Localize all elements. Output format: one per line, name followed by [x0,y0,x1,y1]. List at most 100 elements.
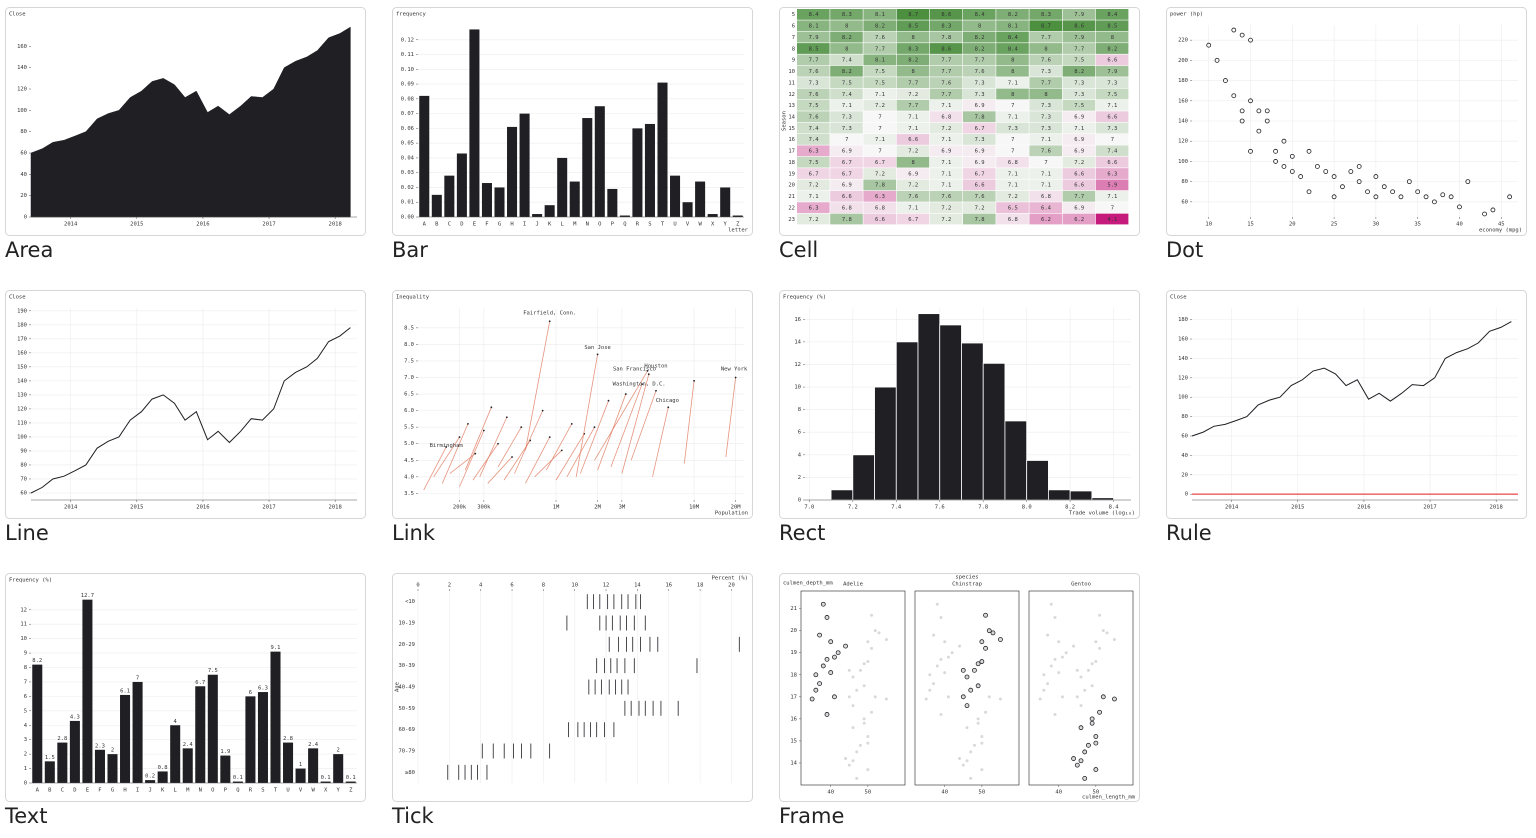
y-axis-label: Age [395,682,401,692]
y-tick-label: 10 [794,385,801,391]
gallery-card[interactable]: 5 8.4 8.3 8.1 8.7 8.6 8.4 8.2 8.3 7.9 8.4 6 8.1 8 8.2 8… [779,7,1140,263]
y-tick-label: 7.0 [404,375,414,381]
background-dot [870,613,874,617]
y-tick-label: 80 [20,129,27,135]
x-tick-label: B [435,222,439,228]
y-tick-label: 100 [17,434,27,440]
cell-label: 7.3 [1008,126,1018,132]
cell [830,77,863,88]
bar [257,692,268,783]
gallery-card[interactable]: 0 2 4 6 8 10 12 14 16 7.0 7.2 7.4 7.6 7.8 8.0 8.2 8.4 Fre… [779,290,1140,546]
x-tick-label: Q [623,222,626,228]
cell-label: 7.5 [1107,92,1117,98]
cell [929,213,963,225]
cell [863,168,896,179]
cell-label: 7.3 [1107,126,1117,132]
link-end [667,406,670,409]
y-tick-label: 180 [1178,317,1188,323]
link-end [511,456,513,458]
cell-label: 8.2 [975,46,985,52]
background-dot [928,688,932,692]
background-dot [814,673,818,677]
cell [830,179,863,191]
link-end [655,389,657,392]
dot [835,650,841,656]
dot [824,615,830,620]
y-axis-label: Inequality [396,295,430,301]
gallery-card[interactable]: species culmen_depth_mm Adelie 40 50 14 15 16 17… [779,573,1140,829]
x-tick-label: 7.8 [978,505,988,511]
cell [797,9,830,20]
facet-label: Adelie [843,582,863,588]
link [464,407,492,471]
cell-label: 8.6 [941,46,951,52]
y-tick-label: 4 [24,723,28,729]
cell-label: 7.2 [1008,194,1018,200]
cell [896,65,930,77]
bar [670,175,681,217]
cell-label: 6.9 [975,103,985,109]
x-tick-label: 40 [941,790,948,796]
gallery-card[interactable]: 60 70 80 90 100 110 120 130 140 150 160 170 180 190 20… [5,290,366,546]
cell-label: 7.9 [1107,69,1117,75]
x-tick-label: M [573,222,577,228]
background-dot [965,675,969,679]
background-dot [836,651,840,655]
cell [896,179,930,191]
link-end [593,426,596,429]
background-dot [980,741,984,745]
x-tick-label: 2M [594,505,601,511]
cell [996,134,1029,145]
background-dot [943,640,947,644]
card-frame [1166,7,1527,236]
facet-label: Gentoo [1071,582,1091,588]
background-dot [1098,646,1102,650]
x-tick-label: F [485,222,488,228]
link-end [548,436,551,439]
x-tick-label: 10M [689,505,700,511]
cell [830,65,863,77]
gallery-card[interactable]: 0.00 0.01 0.02 0.03 0.04 0.05 0.06 0.07 0.08 0.09… [392,7,753,263]
bar [507,126,518,217]
link [555,433,585,481]
cell-label: 7.1 [1008,115,1018,121]
gallery-card[interactable]: 0 2 4 6 8 10 12 14 16 18 20 <10 10-19 20-29 30-39 40-49… [391,573,753,829]
cell [1095,54,1129,66]
value-label: 6.3 [258,686,268,692]
background-dot [1090,717,1094,721]
cell-label: 8 [1044,46,1047,52]
gallery-card[interactable]: 60 80 100 120 140 160 180 200 220 10 15 20 25 30 35 40 4… [1166,7,1527,263]
background-dot [1090,721,1094,725]
background-dot [855,688,859,692]
cell-label: 7.2 [809,183,819,189]
background-dot [1083,776,1087,780]
cell-label: 6.3 [809,205,819,211]
background-dot [1090,662,1094,666]
gallery-card[interactable]: 3.5 4.0 4.5 5.0 5.5 6.0 6.5 7.0 7.5 8.0 8.5 200k 300… [392,290,753,546]
x-tick-label: 14 [634,583,641,589]
background-dot [1057,640,1061,644]
y-tick-label: 19 [790,650,797,656]
cell-label: 8.2 [1008,12,1018,18]
gallery-card[interactable]: 0 20 40 60 80 100 120 140 160 180 2014 2015 2016 2017… [1166,290,1527,546]
cell-label: 7.7 [975,58,985,64]
gallery-card[interactable]: 0 20 40 60 80 100 120 140 160 2014 2015 2016 2017 201… [5,7,366,263]
y-axis-label: Frequency (%) [783,295,826,301]
cell-label: 7 [878,115,881,121]
x-tick-label: R [636,222,640,228]
x-tick-label: E [473,222,476,228]
cell-label: 7.6 [1041,149,1051,155]
bar [644,123,655,217]
y-tick-label: 4.5 [404,458,414,464]
x-tick-label: 7.6 [935,505,945,511]
cell [1062,88,1096,100]
bar [232,781,243,783]
x-tick-label: G [111,788,114,794]
background-dot [866,660,870,664]
cell [863,88,896,100]
gallery-card[interactable]: 0123456789101112A8.2B1.5C2.8D4.3E12.7F2.… [4,573,366,829]
cell [797,145,830,157]
cell-label: 6.6 [1074,171,1084,177]
y-tick-label: 16 [794,317,801,323]
